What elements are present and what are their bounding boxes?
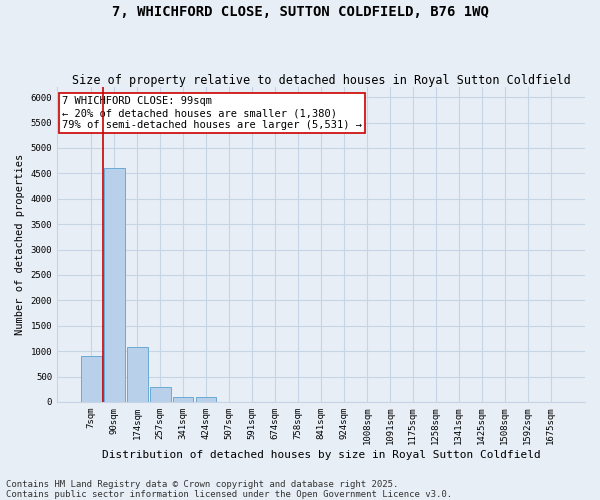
Bar xyxy=(173,397,193,402)
Text: 7, WHICHFORD CLOSE, SUTTON COLDFIELD, B76 1WQ: 7, WHICHFORD CLOSE, SUTTON COLDFIELD, B7… xyxy=(112,5,488,19)
Bar xyxy=(127,347,148,402)
Text: 7 WHICHFORD CLOSE: 99sqm
← 20% of detached houses are smaller (1,380)
79% of sem: 7 WHICHFORD CLOSE: 99sqm ← 20% of detach… xyxy=(62,96,362,130)
Bar xyxy=(196,397,217,402)
Text: Contains HM Land Registry data © Crown copyright and database right 2025.
Contai: Contains HM Land Registry data © Crown c… xyxy=(6,480,452,499)
X-axis label: Distribution of detached houses by size in Royal Sutton Coldfield: Distribution of detached houses by size … xyxy=(101,450,541,460)
Bar xyxy=(150,386,170,402)
Bar xyxy=(81,356,101,402)
Bar xyxy=(104,168,125,402)
Y-axis label: Number of detached properties: Number of detached properties xyxy=(15,154,25,335)
Title: Size of property relative to detached houses in Royal Sutton Coldfield: Size of property relative to detached ho… xyxy=(71,74,571,87)
